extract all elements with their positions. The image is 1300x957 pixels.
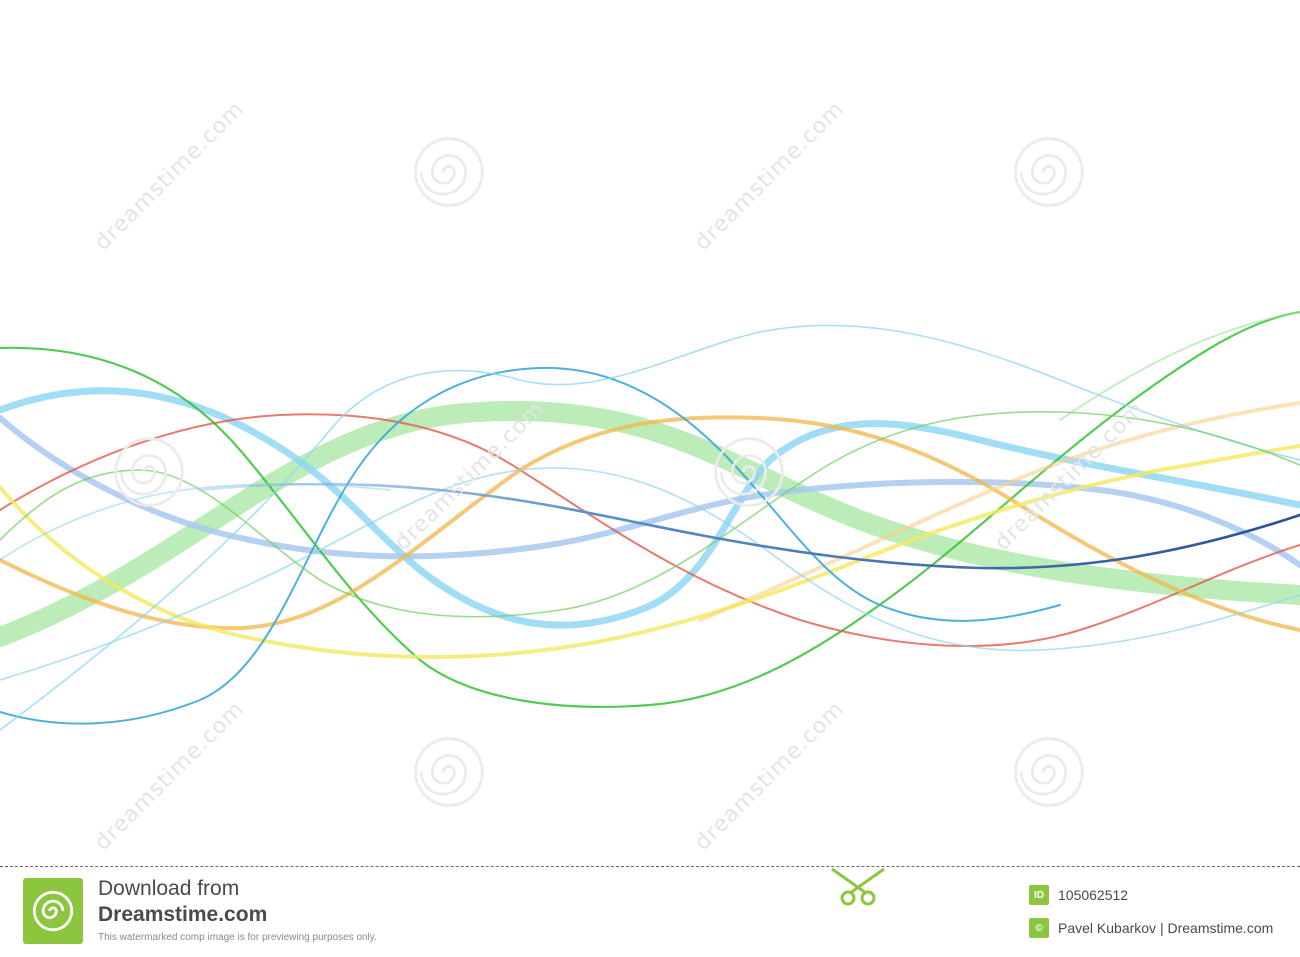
wave-blue-pale-upper [0,324,1300,731]
wave-navy [198,482,1300,570]
wave-green-faint-upper [1059,311,1300,421]
preview-note: This watermarked comp image is for previ… [98,932,377,943]
wave-lightblue-thick [0,387,1300,629]
wave-red [0,413,1300,647]
wave-green-wide [0,401,1300,647]
wave-blue-pale-lower [0,467,1300,681]
wave-yellow [0,444,1300,660]
dreamstime-logo[interactable] [23,878,83,944]
copyright-badge: © [1029,918,1049,938]
credit-row: © Pavel Kubarkov | Dreamstime.com [1029,918,1273,938]
image-id: 105062512 [1058,887,1129,903]
wave-green-bright [0,310,1300,708]
id-badge: ID [1029,885,1049,905]
watermark-footer: Download from Dreamstime.com This waterm… [0,867,1300,957]
cut-line-divider [0,866,1300,867]
dreamstime-spiral-icon [32,890,74,932]
download-label: Download from [98,877,240,900]
wave-blue-left [0,483,391,561]
wave-periwinkle [0,415,1300,568]
wave-blue [0,366,1061,725]
wave-artwork [0,310,1300,731]
image-id-row: ID 105062512 [1029,885,1128,905]
author-credit[interactable]: Pavel Kubarkov | Dreamstime.com [1058,920,1274,936]
brand-link[interactable]: Dreamstime.com [98,903,268,926]
scissors-icon [831,867,885,906]
wave-orange [0,415,1300,632]
wave-orange-pale [698,401,1300,622]
